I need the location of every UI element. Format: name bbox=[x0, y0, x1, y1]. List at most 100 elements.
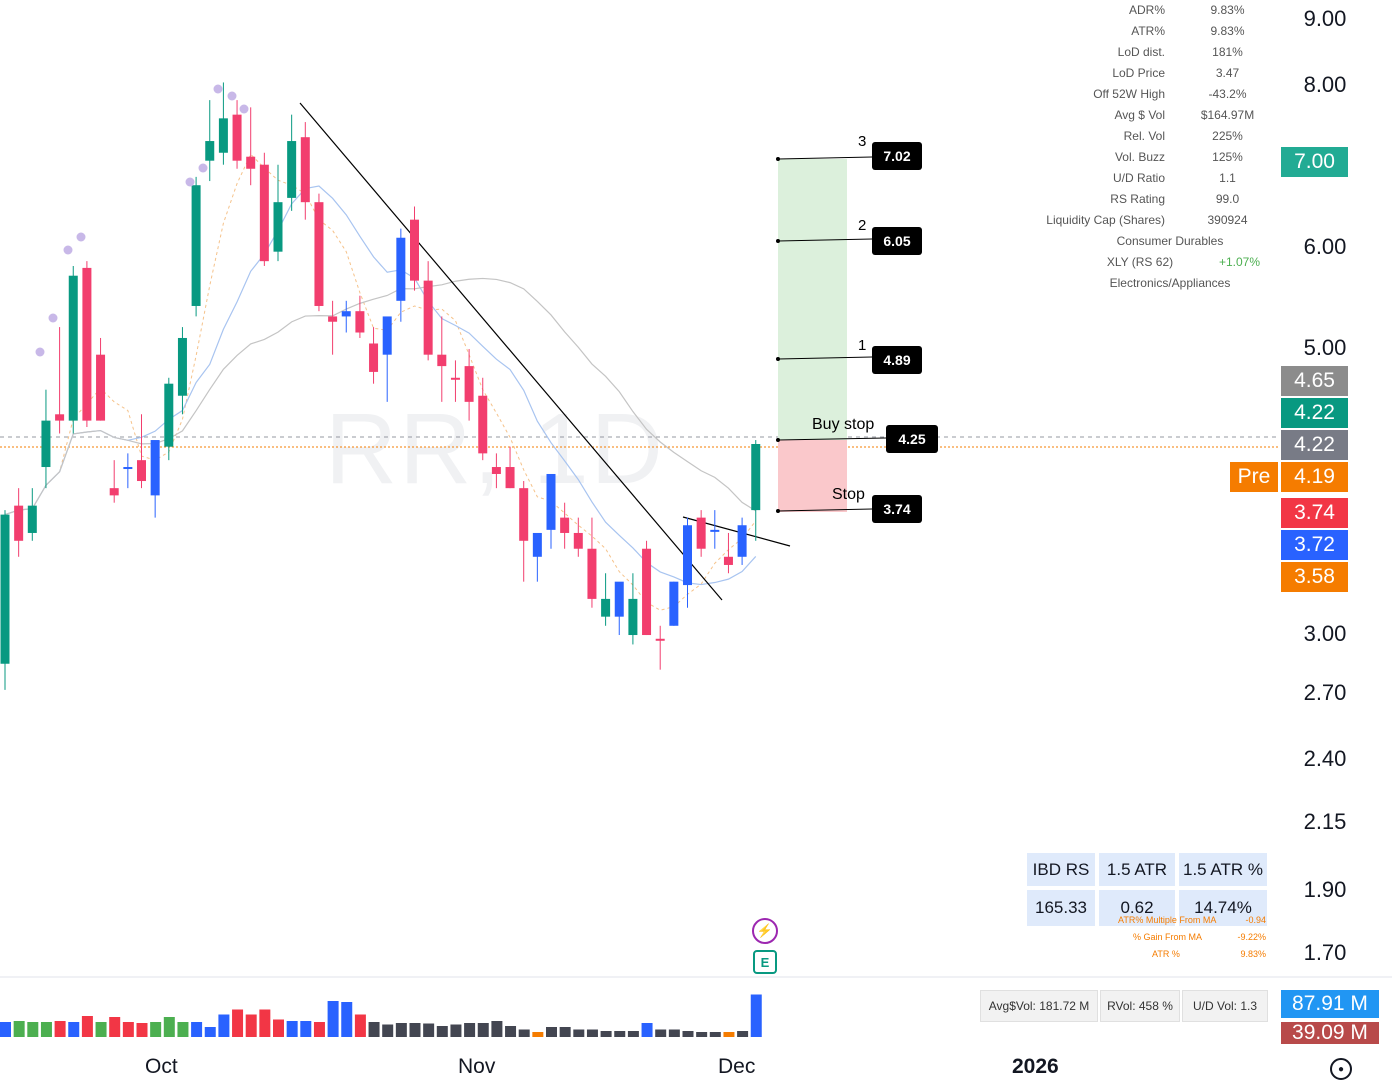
candle-body bbox=[642, 548, 652, 636]
target-dot bbox=[776, 438, 780, 442]
stat-row: LoD dist. 181% bbox=[1060, 45, 1280, 66]
candle bbox=[355, 295, 365, 338]
volume-bar bbox=[546, 1027, 557, 1037]
volume-bar bbox=[54, 1021, 66, 1037]
stat-value: 390924 bbox=[1207, 213, 1248, 227]
candle bbox=[723, 532, 733, 574]
signal-dot bbox=[239, 104, 249, 114]
price-tag-3.58: 3.58 bbox=[1281, 562, 1348, 592]
candle bbox=[137, 414, 146, 489]
target-2-price[interactable]: 6.05 bbox=[872, 227, 922, 255]
volume-bar bbox=[491, 1021, 503, 1037]
y-tick-5: 5.00 bbox=[1303, 335, 1347, 360]
target-dot bbox=[776, 157, 780, 161]
target-3-price[interactable]: 7.02 bbox=[872, 142, 922, 170]
candle-body bbox=[0, 514, 10, 664]
candle bbox=[341, 300, 351, 333]
rs-header-ibd: IBD RS bbox=[1027, 853, 1095, 886]
candle-body bbox=[273, 202, 283, 252]
volume-bar bbox=[450, 1024, 462, 1037]
candle-body bbox=[259, 164, 269, 262]
candle bbox=[478, 377, 488, 461]
volume-bar bbox=[232, 1009, 244, 1037]
signal-dot bbox=[76, 232, 86, 242]
candle bbox=[614, 581, 624, 636]
stat-value: 125% bbox=[1212, 150, 1243, 164]
candle bbox=[696, 510, 706, 557]
x-label-oct: Oct bbox=[145, 1055, 178, 1078]
volume-bar bbox=[109, 1017, 121, 1037]
stop-price[interactable]: 3.74 bbox=[872, 495, 922, 523]
candle bbox=[246, 107, 256, 186]
candle-body bbox=[519, 488, 529, 541]
buy-stop-price[interactable]: 4.25 bbox=[886, 425, 938, 453]
candle bbox=[273, 164, 283, 262]
candle-body bbox=[164, 383, 174, 447]
candle-body bbox=[27, 505, 37, 533]
candle-body bbox=[55, 414, 65, 421]
candle-body bbox=[369, 343, 379, 372]
candle-body bbox=[150, 440, 160, 496]
candle-body bbox=[505, 467, 515, 489]
rs-value-atr-pct: 14.74% bbox=[1179, 890, 1267, 926]
volume-bar bbox=[368, 1022, 380, 1037]
stat-key: U/D Ratio bbox=[1112, 171, 1165, 185]
price-tag-4.65: 4.65 bbox=[1281, 366, 1348, 396]
volume-bar bbox=[27, 1022, 39, 1037]
stat-row: U/D Ratio 1.1 bbox=[1060, 171, 1280, 192]
price-tag-3.74: 3.74 bbox=[1281, 498, 1348, 528]
stat-key: Vol. Buzz bbox=[1114, 150, 1165, 164]
stat-row: Rel. Vol 225% bbox=[1060, 129, 1280, 150]
stat-row: RS Rating 99.0 bbox=[1060, 192, 1280, 213]
y-tick-3: 3.00 bbox=[1303, 621, 1347, 646]
sector-label: Consumer Durables bbox=[1116, 234, 1224, 248]
volume-bar bbox=[477, 1023, 489, 1037]
signal-dot bbox=[227, 91, 237, 101]
stat-value: 1.1 bbox=[1219, 171, 1236, 185]
candle bbox=[560, 502, 570, 549]
candle bbox=[491, 453, 501, 489]
lightning-icon[interactable]: ⚡ bbox=[752, 918, 778, 944]
stat-value: 99.0 bbox=[1215, 192, 1240, 206]
candle-body bbox=[737, 525, 747, 557]
volume-bar bbox=[573, 1029, 585, 1037]
volume-bar bbox=[286, 1021, 298, 1037]
price-tag-3.72: 3.72 bbox=[1281, 530, 1348, 560]
candle-body bbox=[532, 532, 542, 557]
volume-bar bbox=[723, 1032, 735, 1037]
candle bbox=[423, 261, 433, 361]
target-1-price[interactable]: 4.89 bbox=[872, 346, 922, 374]
candle-body bbox=[464, 366, 474, 402]
volume-bar bbox=[586, 1029, 598, 1037]
volume-bar bbox=[13, 1021, 25, 1037]
candle bbox=[14, 488, 24, 557]
earnings-icon[interactable]: E bbox=[753, 950, 777, 974]
candle bbox=[642, 540, 652, 636]
vol-tag-87: 87.91 M bbox=[1281, 990, 1379, 1018]
candle-body bbox=[177, 337, 187, 396]
settings-icon[interactable]: ● bbox=[1330, 1058, 1352, 1080]
ud-vol: U/D Vol: 1.3 bbox=[1182, 990, 1268, 1022]
volume-bar bbox=[696, 1032, 708, 1037]
stat-value: 181% bbox=[1212, 45, 1243, 59]
candle bbox=[287, 114, 297, 211]
candle-body bbox=[587, 548, 597, 599]
candle-body bbox=[355, 311, 365, 333]
volume-bar bbox=[518, 1029, 530, 1037]
candle-body bbox=[560, 517, 570, 533]
target-3-number: 3 bbox=[858, 133, 867, 150]
target-line bbox=[777, 238, 873, 242]
candle bbox=[655, 625, 665, 670]
candle-body bbox=[751, 444, 761, 511]
candle bbox=[123, 453, 133, 489]
volume-bar bbox=[245, 1014, 257, 1037]
industry-row: Electronics/Appliances bbox=[1060, 276, 1280, 297]
etf-row: XLY (RS 62) +1.07% bbox=[1060, 255, 1280, 276]
pre-market-tag: Pre bbox=[1230, 462, 1278, 492]
candle-body bbox=[478, 395, 488, 454]
volume-bar bbox=[273, 1019, 284, 1037]
candle-body bbox=[437, 354, 447, 367]
candle-body bbox=[710, 529, 720, 532]
rvol: RVol: 458 % bbox=[1100, 990, 1180, 1022]
